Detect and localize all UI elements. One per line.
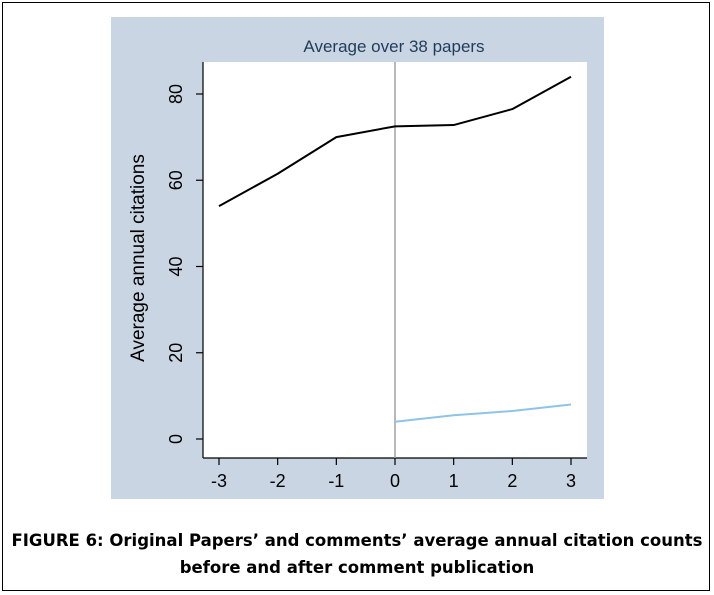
y-tick-label: 20 — [166, 343, 186, 363]
caption-line-1: FIGURE 6: Original Papers’ and comments’… — [11, 531, 703, 550]
figure-caption: FIGURE 6: Original Papers’ and comments’… — [0, 527, 714, 581]
x-tick-label: 1 — [449, 471, 459, 491]
x-tick-label: -3 — [211, 471, 227, 491]
x-tick-label: -1 — [328, 471, 344, 491]
x-tick-label: 3 — [566, 471, 576, 491]
x-tick-label: 0 — [390, 471, 400, 491]
y-tick-label: 40 — [166, 256, 186, 276]
chart-title: Average over 38 papers — [303, 37, 484, 56]
x-tick-label: -2 — [270, 471, 286, 491]
y-tick-label: 80 — [166, 84, 186, 104]
caption-line-2: before and after comment publication — [179, 558, 535, 577]
x-tick-label: 2 — [507, 471, 517, 491]
y-tick-label: 0 — [166, 434, 186, 444]
series-line-1 — [218, 75, 572, 208]
y-axis-label: Average annual citations — [128, 154, 149, 362]
y-tick-label: 60 — [166, 170, 186, 190]
series-line-2 — [394, 403, 572, 423]
